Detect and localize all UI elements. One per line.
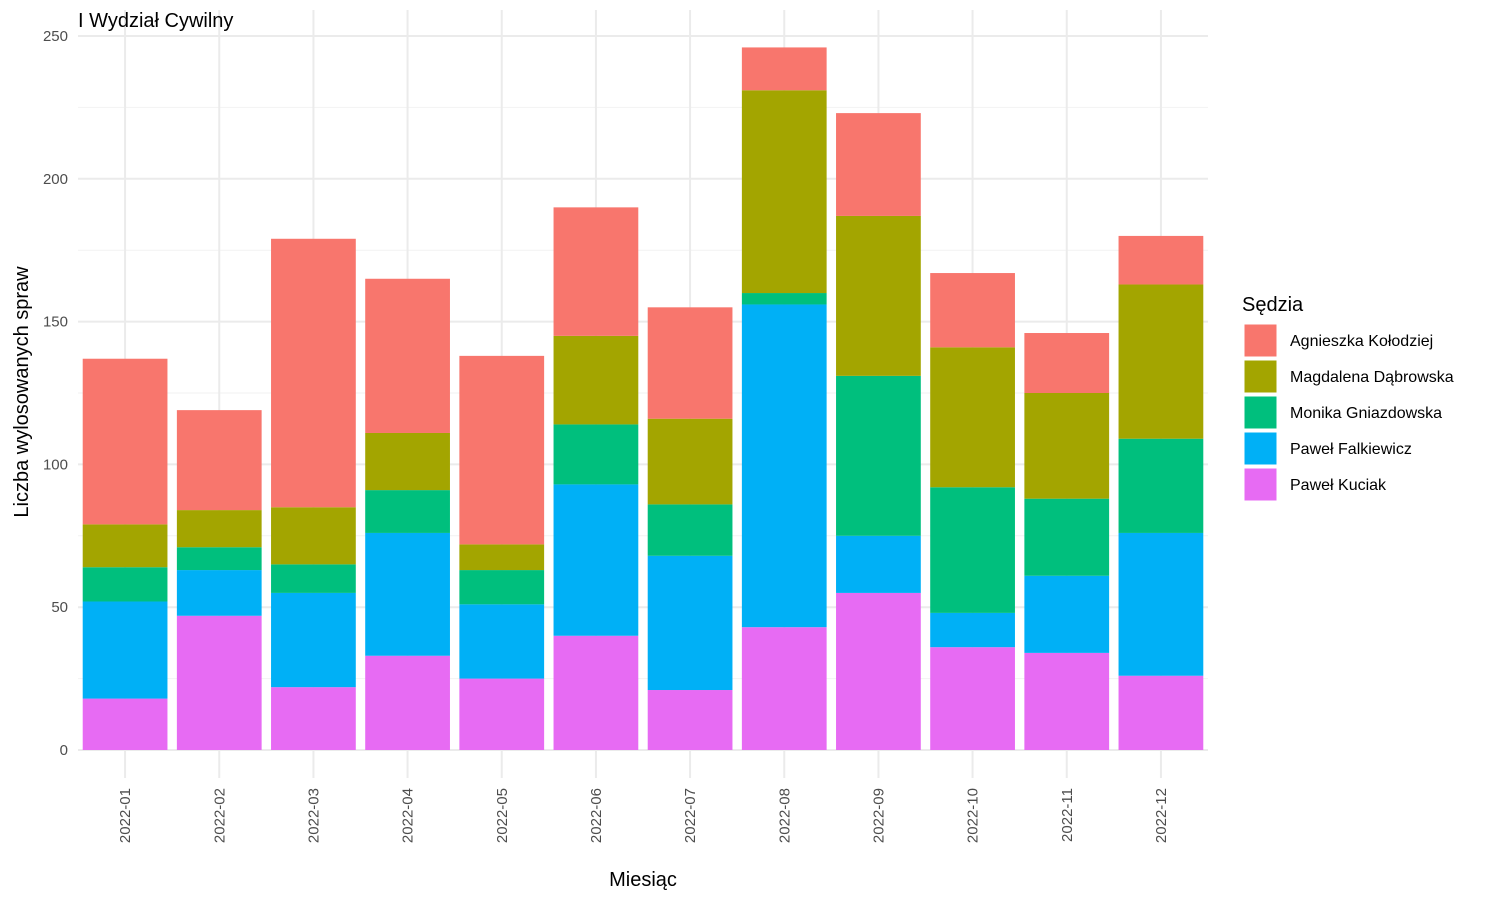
legend: Sędzia Agnieszka Kołodziej Magdalena Dąbr… <box>1242 294 1454 502</box>
x-tick-label: 2022-11 <box>1059 788 1076 842</box>
x-tick-label: 2022-12 <box>1153 788 1170 843</box>
legend-swatch <box>1243 467 1278 502</box>
bar-segment <box>647 307 733 419</box>
bar-segment <box>1118 532 1204 676</box>
bar-segment <box>365 655 450 750</box>
y-axis-ticks: 0 50 100 150 200 250 <box>43 28 68 759</box>
y-tick-label: 200 <box>43 171 68 188</box>
bar-segment <box>930 612 1015 648</box>
legend-items: Agnieszka Kołodziej Magdalena Dąbrowska Mo… <box>1243 323 1454 502</box>
bar-segment <box>1118 235 1204 285</box>
bar-segment <box>741 90 827 294</box>
bar-segment <box>271 687 356 750</box>
legend-label: Paweł Kuciak <box>1290 477 1387 494</box>
bar-segment <box>553 635 639 750</box>
legend-swatch <box>1243 359 1278 394</box>
bar-segment <box>930 487 1015 613</box>
bar-segment <box>459 544 545 571</box>
bar-segment <box>176 547 262 571</box>
legend-label: Agnieszka Kołodziej <box>1290 333 1433 350</box>
bar-segment <box>82 698 168 750</box>
x-tick-label: 2022-02 <box>211 788 228 843</box>
y-tick-label: 100 <box>43 456 68 473</box>
legend-title: Sędzia <box>1242 294 1304 316</box>
x-tick-label: 2022-05 <box>494 788 511 843</box>
bar-segment <box>741 47 827 91</box>
bar-segment <box>836 215 921 376</box>
bar-segment <box>365 432 450 491</box>
legend-swatch <box>1243 323 1278 358</box>
x-tick-label: 2022-01 <box>117 788 134 843</box>
bar-segment <box>836 375 921 536</box>
bar-segment <box>176 570 262 616</box>
bar-segment <box>459 355 545 545</box>
bar-segment <box>271 238 356 508</box>
bar-segment <box>553 335 639 425</box>
y-tick-label: 50 <box>51 599 68 616</box>
bar-segment <box>365 490 450 533</box>
bar-segment <box>647 418 733 505</box>
bar-segment <box>741 627 827 750</box>
x-tick-label: 2022-06 <box>588 788 605 843</box>
chart-title: I Wydział Cywilny <box>78 10 233 32</box>
bar-segment <box>1118 284 1204 439</box>
x-axis-title: Miesiąc <box>609 869 677 891</box>
bar-segment <box>271 564 356 593</box>
x-tick-label: 2022-03 <box>305 788 322 843</box>
bar-segment <box>836 113 921 216</box>
legend-label: Paweł Falkiewicz <box>1290 441 1412 458</box>
y-tick-label: 150 <box>43 314 68 331</box>
x-tick-label: 2022-07 <box>682 788 699 843</box>
bar-segment <box>553 424 639 485</box>
x-axis-ticks: 2022-01 2022-02 2022-03 2022-04 2022-05 2022-… <box>117 788 1170 843</box>
legend-label: Monika Gniazdowska <box>1290 405 1442 422</box>
bar-segment <box>459 570 545 605</box>
bar-segment <box>836 592 921 750</box>
bar-segment <box>1118 675 1204 750</box>
bar-segment <box>1024 575 1110 653</box>
legend-swatch <box>1243 395 1278 430</box>
bar-segment <box>82 601 168 699</box>
bar-segment <box>176 615 262 750</box>
y-axis-title: Liczba wylosowanych spraw <box>11 266 33 518</box>
bar-segment <box>82 358 168 525</box>
x-tick-label: 2022-08 <box>776 788 793 843</box>
x-tick-label: 2022-10 <box>965 788 982 843</box>
bar-segment <box>365 532 450 656</box>
bar-segment <box>930 647 1015 750</box>
bar-segment <box>176 410 262 511</box>
bar-segment <box>271 592 356 688</box>
bar-segment <box>741 304 827 628</box>
bar-segment <box>647 555 733 691</box>
bars <box>82 47 1204 750</box>
y-tick-label: 0 <box>60 742 68 759</box>
bar-segment <box>459 678 545 750</box>
legend-swatch <box>1243 431 1278 466</box>
bar-segment <box>1024 333 1110 393</box>
bar-segment <box>930 273 1015 348</box>
bar-segment <box>930 347 1015 488</box>
y-tick-label: 250 <box>43 28 68 45</box>
bar-segment <box>741 293 827 305</box>
bar-segment <box>836 535 921 593</box>
bar-segment <box>271 507 356 565</box>
bar-segment <box>82 524 168 568</box>
bar-segment <box>176 510 262 548</box>
bar-segment <box>553 207 639 336</box>
bar-segment <box>647 504 733 556</box>
bar-segment <box>1024 652 1110 750</box>
x-tick-label: 2022-04 <box>400 788 417 843</box>
bar-segment <box>647 690 733 750</box>
legend-label: Magdalena Dąbrowska <box>1290 369 1454 386</box>
bar-segment <box>459 604 545 679</box>
bar-segment <box>365 278 450 433</box>
bar-segment <box>553 484 639 636</box>
bar-segment <box>1024 498 1110 576</box>
bar-segment <box>82 567 168 602</box>
bar-segment <box>1118 438 1204 533</box>
x-tick-label: 2022-09 <box>870 788 887 843</box>
bar-segment <box>1024 393 1110 499</box>
